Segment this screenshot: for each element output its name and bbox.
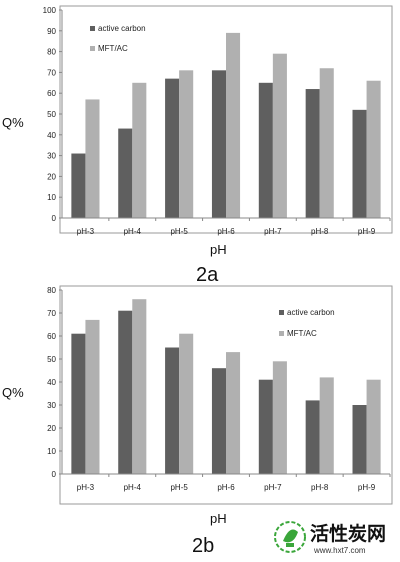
bar-mft-ac-ph-4 [132,299,147,474]
x-tick-label: pH-8 [311,227,329,236]
legend-swatch-mft-ac [90,46,95,51]
chart-2a-bars [71,32,381,219]
y-tick-label: 50 [47,355,56,364]
bar-mft-ac-ph-9 [366,379,381,474]
x-tick-label: pH-9 [358,227,376,236]
chart-2b-bars [71,299,381,474]
chart-2a-y-ticks: 0 10 20 30 40 50 60 70 80 90 100 [43,6,62,223]
chart-2b-x-label: pH [210,511,227,526]
bar-mft-ac-ph-3 [85,319,100,474]
y-tick-label: 80 [47,48,56,57]
x-tick-label: pH-6 [217,227,235,236]
x-tick-label: pH-7 [264,227,282,236]
y-tick-label: 100 [43,6,57,15]
y-tick-label: 0 [52,214,57,223]
leaf-logo-icon [274,521,306,553]
bar-active-carbon-ph-5 [165,347,180,474]
bar-mft-ac-ph-5 [179,70,194,218]
y-tick-label: 30 [47,401,56,410]
chart-2a-x-label: pH [210,242,227,257]
y-tick-label: 60 [47,332,56,341]
bar-mft-ac-ph-6 [226,352,241,474]
x-tick-label: pH-6 [217,483,235,492]
y-tick-label: 40 [47,131,56,140]
y-tick-label: 90 [47,27,56,36]
legend-label-mft-ac: MFT/AC [287,329,317,338]
bar-mft-ac-ph-7 [272,53,287,219]
chart-2a-x-ticks: pH-3 pH-4 pH-5 pH-6 pH-7 pH-8 pH-9 [77,218,391,236]
y-tick-label: 0 [52,470,57,479]
x-tick-label: pH-8 [311,483,329,492]
y-tick-label: 10 [47,447,56,456]
bar-active-carbon-ph-4 [118,128,133,218]
y-tick-label: 70 [47,309,56,318]
watermark: 活性炭网 www.hxt7.com [274,521,386,555]
bar-active-carbon-ph-7 [258,82,273,218]
bar-active-carbon-ph-4 [118,310,133,474]
bar-active-carbon-ph-5 [165,78,180,218]
legend-swatch-mft-ac [279,331,284,336]
chart-2a-legend: active carbon MFT/AC [90,24,146,53]
chart-2b-y-label: Q% [2,385,24,400]
y-tick-label: 20 [47,424,56,433]
chart-2a-figure-label: 2a [196,264,219,286]
bar-active-carbon-ph-7 [258,379,273,474]
y-tick-label: 10 [47,193,56,202]
bar-mft-ac-ph-8 [319,377,334,474]
bar-mft-ac-ph-9 [366,80,381,218]
x-tick-label: pH-4 [124,483,142,492]
bar-active-carbon-ph-3 [71,333,86,474]
bar-mft-ac-ph-4 [132,82,147,218]
y-tick-label: 60 [47,89,56,98]
chart-2b-y-ticks: 0 10 20 30 40 50 60 70 80 [47,286,62,479]
bar-active-carbon-ph-6 [211,368,226,474]
bar-active-carbon-ph-8 [305,89,320,218]
x-tick-label: pH-3 [77,227,95,236]
bar-active-carbon-ph-8 [305,400,320,474]
y-tick-label: 40 [47,378,56,387]
chart-2a-frame [59,5,393,234]
bar-active-carbon-ph-3 [71,153,86,218]
bar-mft-ac-ph-8 [319,68,334,219]
bar-mft-ac-ph-6 [226,32,241,218]
legend-label-active-carbon: active carbon [287,308,335,317]
y-tick-label: 70 [47,68,56,77]
x-tick-label: pH-5 [170,227,188,236]
bar-active-carbon-ph-6 [211,70,226,218]
bar-mft-ac-ph-3 [85,99,100,218]
x-tick-label: pH-5 [170,483,188,492]
chart-2a-y-label: Q% [2,115,24,130]
x-tick-label: pH-9 [358,483,376,492]
bar-active-carbon-ph-9 [352,405,367,474]
chart-2b-legend: active carbon MFT/AC [279,308,335,338]
y-tick-label: 80 [47,286,56,295]
chart-2b-x-ticks: pH-3 pH-4 pH-5 pH-6 pH-7 pH-8 pH-9 [77,474,391,492]
x-tick-label: pH-4 [124,227,142,236]
bar-mft-ac-ph-5 [179,333,194,474]
legend-label-active-carbon: active carbon [98,24,146,33]
legend-swatch-active-carbon [90,26,95,31]
y-tick-label: 20 [47,172,56,181]
bar-active-carbon-ph-9 [352,109,367,218]
chart-2b-frame [59,285,393,505]
chart-2b-figure-label: 2b [192,535,214,557]
x-tick-label: pH-7 [264,483,282,492]
bar-mft-ac-ph-7 [272,361,287,474]
watermark-name: 活性炭网 [310,522,386,545]
legend-label-mft-ac: MFT/AC [98,44,128,53]
y-tick-label: 30 [47,152,56,161]
watermark-url: www.hxt7.com [313,546,366,555]
x-tick-label: pH-3 [77,483,95,492]
legend-swatch-active-carbon [279,310,284,315]
y-tick-label: 50 [47,110,56,119]
